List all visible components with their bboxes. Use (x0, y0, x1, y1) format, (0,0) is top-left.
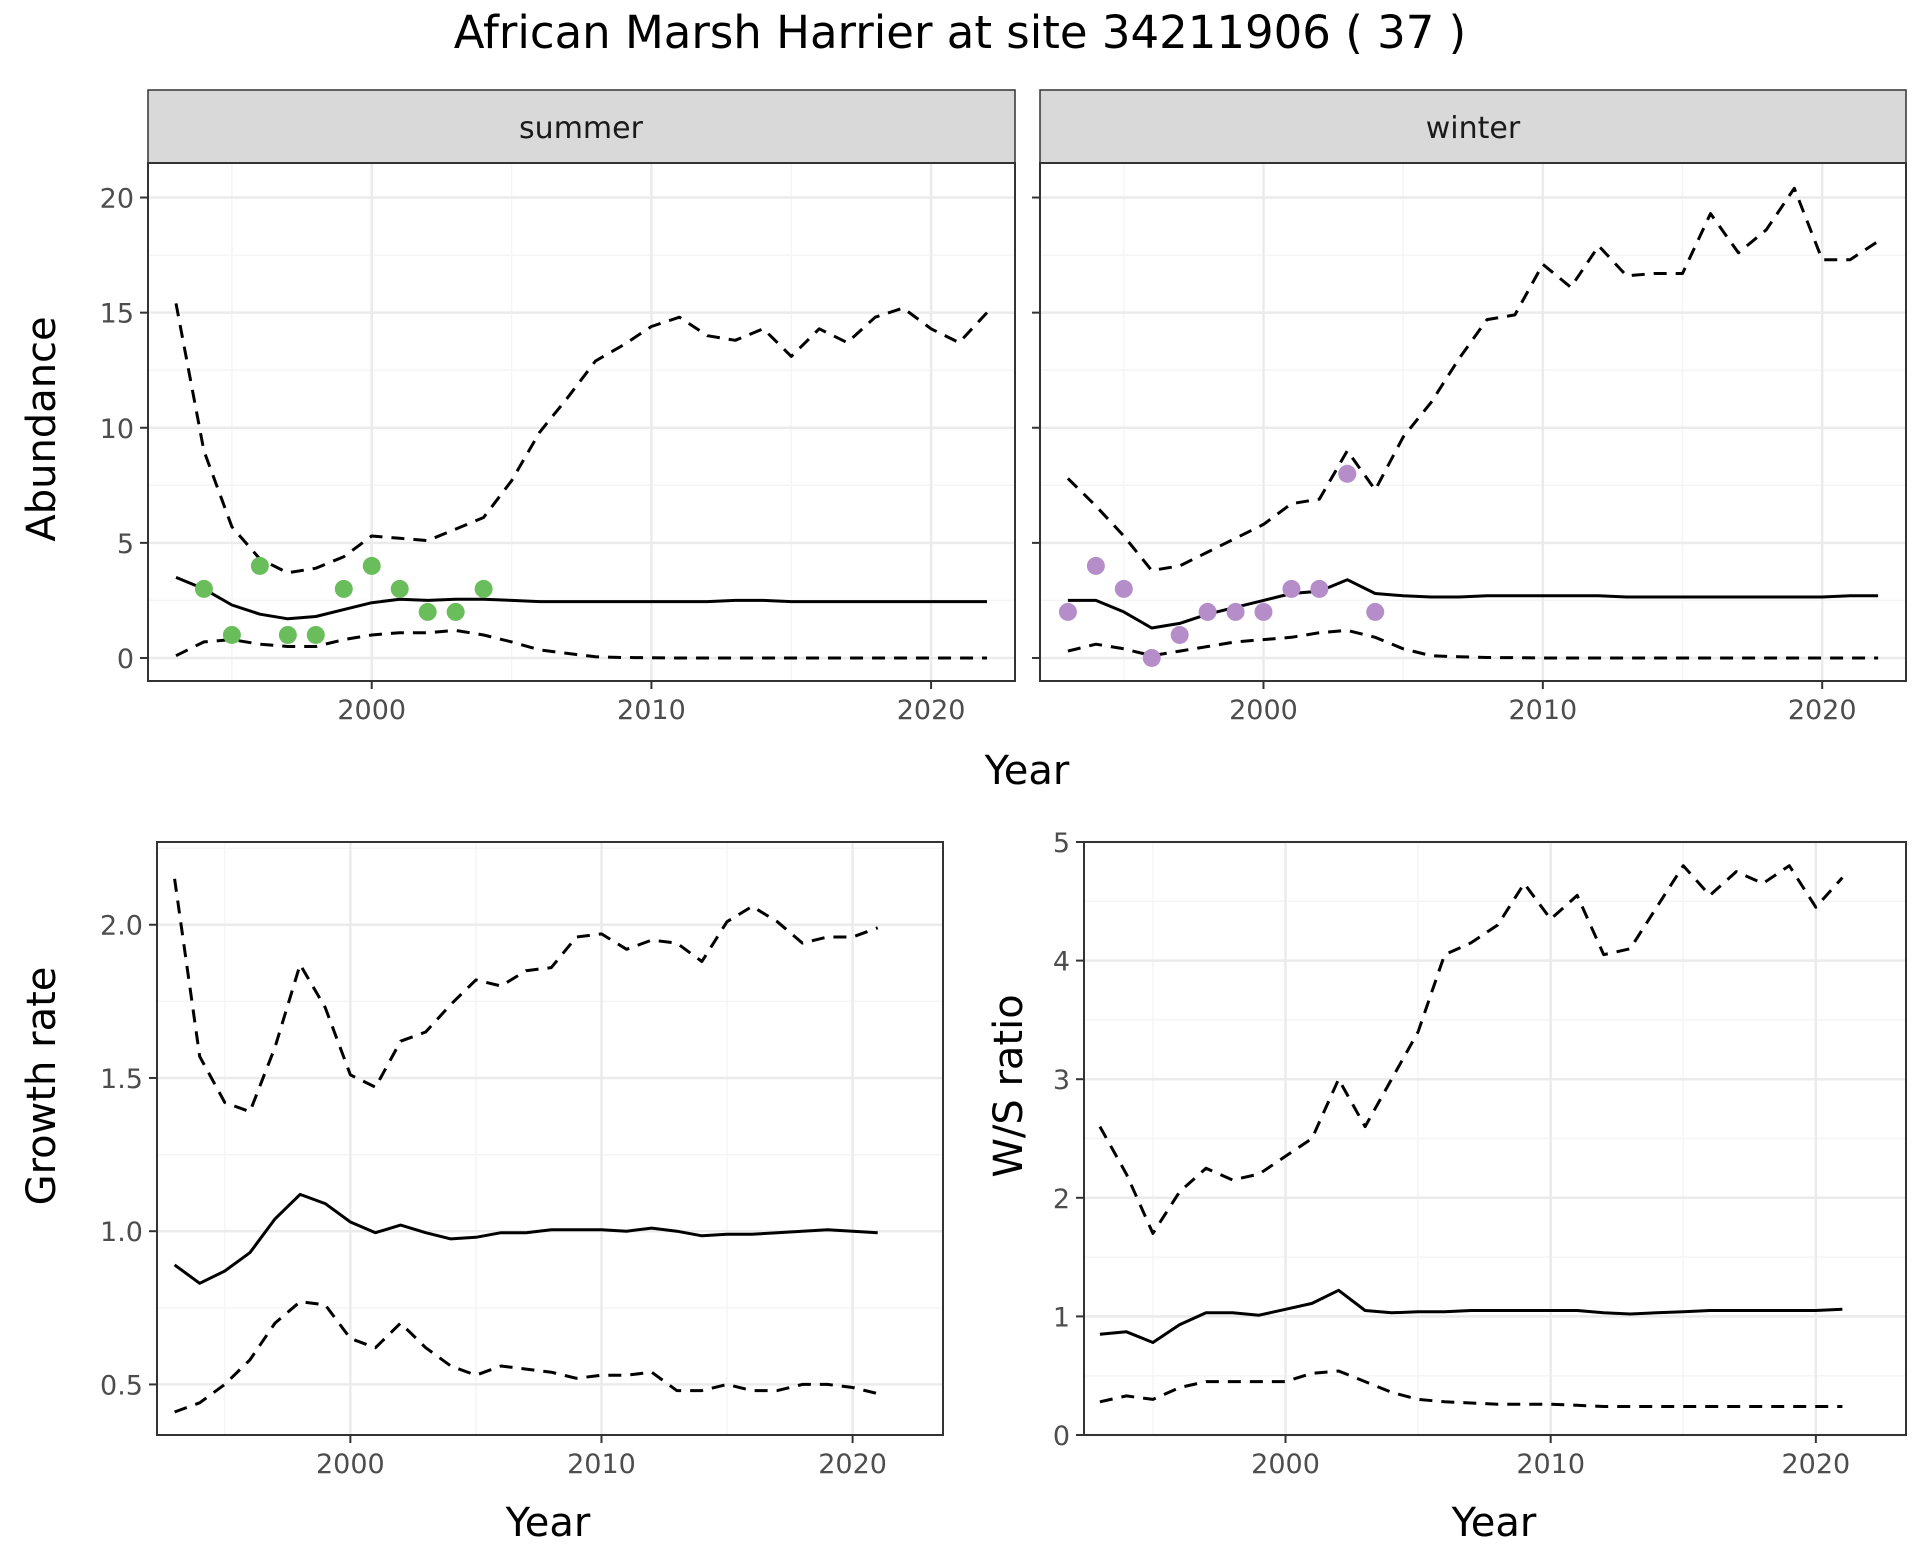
panel-border (147, 162, 1016, 682)
abundance-x-axis-title: Year (984, 748, 1070, 794)
panel-growth-rate: 2000 2010 2020 0.5 1.0 1.5 2.0 (100, 841, 944, 1480)
y-tick-label: 15 (100, 299, 134, 330)
x-tick-label: 2000 (337, 695, 406, 726)
ws-x-axis-title: Year (1451, 1500, 1537, 1546)
data-point-winter (1142, 648, 1161, 667)
panel-winter-abundance: 2000 2010 2020 (1032, 89, 1907, 726)
y-tick-label: 2.0 (100, 911, 143, 942)
data-point-winter (1282, 579, 1301, 598)
confidence-bound-line (1066, 186, 1879, 572)
strip-label-summer: summer (519, 111, 644, 146)
x-tick-label: 2000 (316, 1449, 385, 1480)
data-point-summer (362, 556, 381, 575)
y-tick-label: 0 (1053, 1421, 1070, 1452)
strip-background (147, 89, 1016, 164)
x-tick-label: 2010 (1508, 695, 1577, 726)
data-point-summer (222, 625, 241, 644)
abundance-y-axis-title: Abundance (19, 316, 65, 541)
data-point-summer (306, 625, 325, 644)
data-point-winter (1310, 579, 1329, 598)
data-point-summer (250, 556, 269, 575)
strip-label-winter: winter (1426, 111, 1521, 146)
estimate-line (173, 1192, 878, 1285)
data-point-winter (1226, 602, 1245, 621)
panel-border (1083, 841, 1907, 1436)
x-tick-label: 2020 (897, 695, 966, 726)
data-point-winter (1366, 602, 1385, 621)
data-point-winter (1170, 625, 1189, 644)
panel-ws-ratio: 2000 2010 2020 0 1 2 3 4 5 (1053, 828, 1907, 1480)
ws-y-axis-title: W/S ratio (986, 994, 1032, 1177)
x-tick-label: 2010 (617, 695, 686, 726)
y-tick-label: 5 (1053, 828, 1070, 859)
confidence-bound-line (1098, 864, 1844, 1235)
x-tick-label: 2010 (1516, 1449, 1585, 1480)
x-tick-label: 2010 (567, 1449, 636, 1480)
y-tick-label: 2 (1053, 1184, 1070, 1215)
data-point-summer (390, 579, 409, 598)
growth-y-axis-title: Growth rate (19, 967, 65, 1206)
panel-summer-abundance: 2000 2010 2020 0 5 10 15 20 (100, 89, 1016, 726)
growth-x-axis-title: Year (505, 1500, 591, 1546)
estimate-line (175, 576, 987, 621)
data-point-winter (1198, 602, 1217, 621)
x-tick-label: 2000 (1251, 1449, 1320, 1480)
data-point-summer (474, 579, 493, 598)
data-point-summer (194, 579, 213, 598)
x-tick-label: 2020 (1788, 695, 1857, 726)
confidence-bound-line (174, 1300, 879, 1414)
x-tick-label: 2020 (1781, 1449, 1850, 1480)
x-tick-label: 2020 (818, 1449, 887, 1480)
confidence-bound-line (1099, 1369, 1843, 1408)
data-point-winter (1058, 602, 1077, 621)
confidence-bound-line (173, 878, 879, 1114)
figure-title: African Marsh Harrier at site 34211906 (… (454, 6, 1466, 59)
data-point-summer (418, 602, 437, 621)
y-tick-label: 5 (117, 529, 134, 560)
data-point-winter (1114, 579, 1133, 598)
data-point-winter (1338, 464, 1357, 483)
y-tick-label: 0.5 (100, 1370, 143, 1401)
confidence-bound-line (1067, 628, 1879, 660)
x-tick-label: 2000 (1229, 695, 1298, 726)
y-tick-label: 4 (1053, 947, 1070, 978)
panel-border (1039, 162, 1907, 682)
y-tick-label: 20 (100, 184, 134, 215)
confidence-bound-line (175, 628, 987, 660)
y-tick-label: 1 (1053, 1302, 1070, 1333)
data-point-winter (1254, 602, 1273, 621)
estimate-line (1099, 1288, 1843, 1344)
y-tick-label: 3 (1053, 1065, 1070, 1096)
panel-border (156, 841, 944, 1436)
confidence-bound-line (174, 303, 989, 575)
data-point-winter (1086, 556, 1105, 575)
data-point-summer (278, 625, 297, 644)
y-tick-label: 1.5 (100, 1064, 143, 1095)
y-tick-label: 0 (117, 644, 134, 675)
y-tick-label: 10 (100, 414, 134, 445)
data-point-summer (334, 579, 353, 598)
data-point-summer (446, 602, 465, 621)
y-tick-label: 1.0 (100, 1217, 143, 1248)
